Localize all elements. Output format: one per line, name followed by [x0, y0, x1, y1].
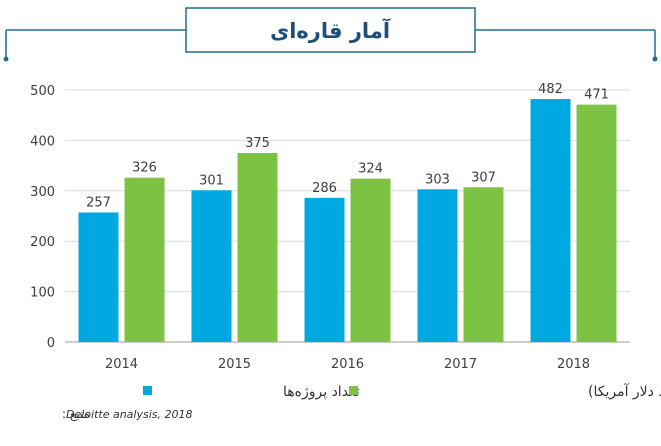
bar-value-label: 286 — [312, 181, 337, 196]
y-tick-label: 400 — [30, 134, 55, 149]
x-tick-label: 2017 — [444, 357, 477, 372]
bar-value-label: 471 — [584, 88, 609, 103]
y-axis-ticks: 0 100 200 300 400 500 — [30, 84, 55, 351]
bar-series-2 — [576, 104, 617, 342]
bar-value-label: 375 — [245, 136, 270, 151]
bar-series-2 — [237, 153, 278, 342]
source-label: منبع : — [62, 407, 90, 421]
legend-label-series-1: تعداد پروژه‌ها — [283, 384, 360, 400]
title-rule-left-dot — [3, 56, 9, 62]
bar-series-1 — [191, 190, 232, 342]
bar-series-2 — [463, 187, 504, 342]
title-box — [185, 7, 476, 53]
legend-swatch-series-1 — [143, 386, 152, 395]
y-tick-label: 300 — [30, 185, 55, 200]
x-tick-label: 2015 — [218, 357, 251, 372]
bar-series-1 — [304, 197, 345, 342]
bar-value-label: 301 — [199, 173, 224, 188]
source-text: Deloitte analysis, 2018 — [66, 408, 193, 421]
bar-series-1 — [417, 189, 458, 342]
bar-series-1 — [530, 99, 571, 343]
bar-series-2 — [124, 177, 165, 342]
bar-series-2 — [350, 178, 391, 342]
x-axis-ticks: 2014 2015 2016 2017 2018 — [105, 357, 590, 372]
title-rule-right-dot — [652, 56, 658, 62]
y-tick-label: 200 — [30, 235, 55, 250]
legend-label-series-2: ارزش (میلیارد دلار آمریکا) — [588, 383, 661, 400]
bar-value-label: 326 — [132, 161, 157, 176]
y-tick-label: 0 — [47, 336, 55, 351]
bar-series-1 — [78, 212, 119, 342]
legend: تعداد پروژه‌ها ارزش (میلیارد دلار آمریکا) — [143, 383, 661, 400]
y-tick-label: 100 — [30, 286, 55, 301]
bar-value-label: 303 — [425, 172, 450, 187]
legend-swatch-series-2 — [349, 386, 358, 395]
y-tick-label: 500 — [30, 84, 55, 99]
bars — [78, 99, 617, 343]
data-labels: 257 326 301 375 286 324 303 307 482 471 — [86, 82, 609, 210]
chart-title: آمار قاره‌ای — [270, 18, 391, 43]
title-group: آمار قاره‌ای — [3, 7, 658, 62]
x-tick-label: 2014 — [105, 357, 138, 372]
source-note: منبع :Deloitte analysis, 2018 — [62, 407, 193, 421]
bar-value-label: 257 — [86, 195, 111, 210]
x-tick-label: 2018 — [557, 357, 590, 372]
bar-value-label: 482 — [538, 82, 563, 97]
bar-value-label: 324 — [358, 162, 383, 177]
x-tick-label: 2016 — [331, 357, 364, 372]
bar-value-label: 307 — [471, 170, 496, 185]
